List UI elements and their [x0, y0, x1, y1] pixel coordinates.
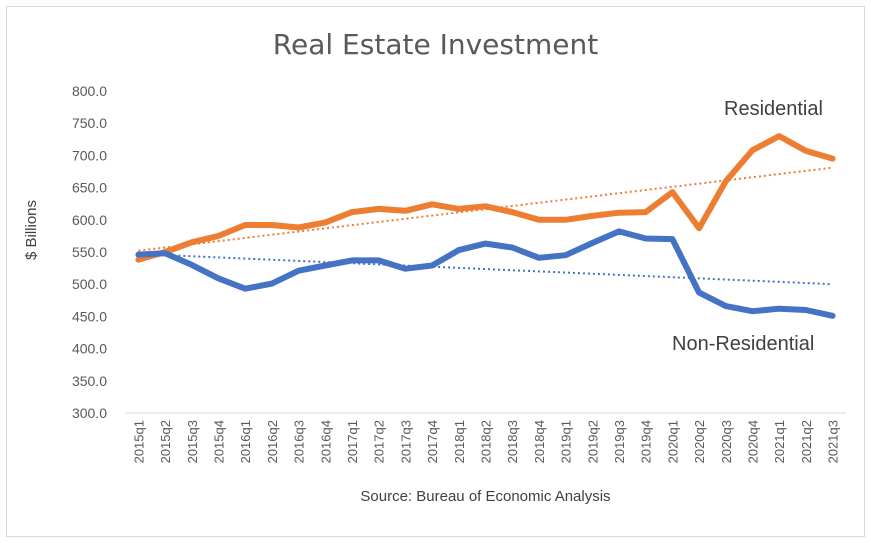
x-tick-label: 2016q1	[238, 420, 253, 463]
x-tick-label: 2016q3	[292, 420, 307, 463]
y-tick-label: 450.0	[72, 308, 107, 324]
non-residential-trendline	[138, 252, 833, 286]
x-tick-label: 2018q1	[452, 420, 467, 463]
x-tick-label: 2021q2	[799, 420, 814, 463]
x-tick-label: 2016q2	[265, 420, 280, 463]
residential-trendline	[138, 166, 833, 252]
y-tick-label: 300.0	[72, 405, 107, 421]
y-tick-label: 400.0	[72, 341, 107, 357]
series-label-non-residential: Non-Residential	[672, 333, 814, 355]
y-tick-label: 650.0	[72, 180, 107, 196]
y-tick-label: 800.0	[72, 83, 107, 99]
x-tick-label: 2017q2	[372, 420, 387, 463]
x-tick-label: 2018q4	[532, 420, 547, 463]
x-tick-label: 2016q4	[318, 420, 333, 463]
x-tick-label: 2017q1	[345, 420, 360, 463]
x-tick-label: 2019q1	[559, 420, 574, 463]
chart-title: Real Estate Investment	[272, 28, 599, 61]
x-tick-label: 2020q3	[719, 420, 734, 463]
x-tick-label: 2015q4	[211, 420, 226, 463]
x-tick-label: 2015q2	[158, 420, 173, 463]
y-tick-label: 350.0	[72, 373, 107, 389]
x-tick-label: 2021q3	[826, 420, 841, 463]
x-tick-label: 2021q1	[772, 420, 787, 463]
series-label-residential: Residential	[724, 98, 823, 120]
chart-frame	[6, 6, 865, 537]
x-tick-label: 2018q2	[479, 420, 494, 463]
x-tick-label: 2015q3	[185, 420, 200, 463]
y-tick-label: 500.0	[72, 276, 107, 292]
non-residential-series-line	[135, 228, 836, 319]
y-tick-label: 550.0	[72, 244, 107, 260]
x-tick-label: 2019q4	[639, 420, 654, 463]
x-tick-label: 2020q4	[746, 420, 761, 463]
y-tick-label: 700.0	[72, 147, 107, 163]
y-tick-label: 600.0	[72, 212, 107, 228]
y-tick-label: 750.0	[72, 115, 107, 131]
x-tick-label: 2019q2	[585, 420, 600, 463]
x-tick-label: 2020q2	[692, 420, 707, 463]
x-tick-label: 2015q1	[131, 420, 146, 463]
residential-series-line	[135, 133, 836, 263]
x-tick-label: 2018q3	[505, 420, 520, 463]
x-tick-label: 2017q4	[425, 420, 440, 463]
x-tick-label: 2019q3	[612, 420, 627, 463]
x-axis-label: Source: Bureau of Economic Analysis	[360, 488, 611, 505]
x-tick-label: 2020q1	[665, 420, 680, 463]
x-tick-label: 2017q3	[398, 420, 413, 463]
